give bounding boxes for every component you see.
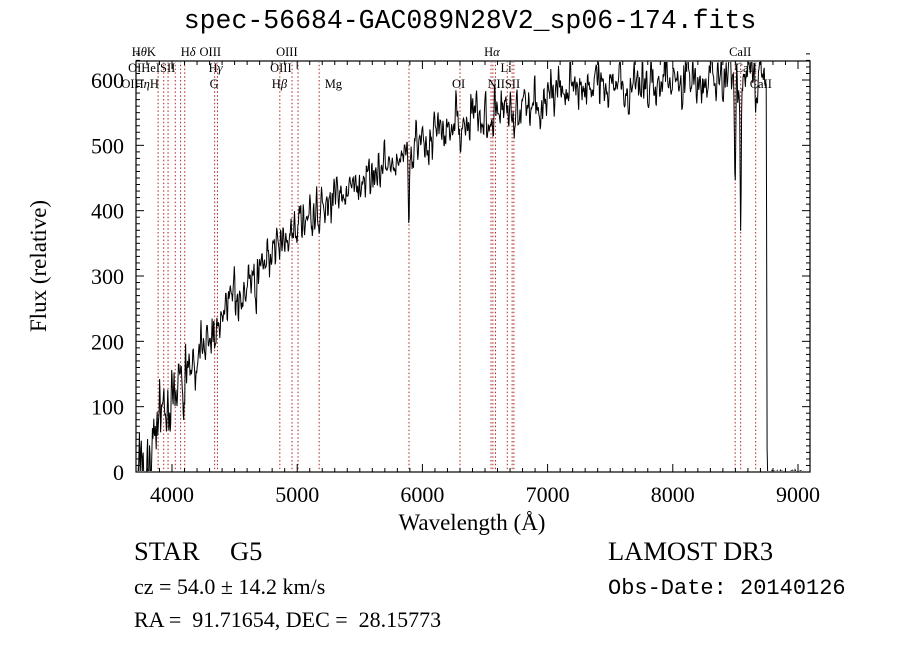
svg-text:Hδ: Hδ — [181, 45, 196, 59]
svg-text:RA = 91.71654, DEC = 28.1577: RA = 91.71654, DEC = 28.15773 — [134, 607, 441, 632]
svg-text:6000: 6000 — [400, 482, 444, 507]
svg-text:OIHeISII: OIHeISII — [128, 61, 175, 75]
svg-text:Wavelength (Å): Wavelength (Å) — [399, 510, 546, 535]
svg-text:8000: 8000 — [651, 482, 695, 507]
svg-text:100: 100 — [91, 395, 124, 420]
svg-text:9000: 9000 — [776, 482, 820, 507]
svg-text:G: G — [210, 77, 219, 91]
svg-text:Flux (relative): Flux (relative) — [26, 200, 51, 332]
svg-text:CaII: CaII — [750, 77, 772, 91]
svg-text:OIII: OIII — [200, 45, 222, 59]
svg-text:500: 500 — [91, 133, 124, 158]
svg-text:Hγ: Hγ — [209, 61, 224, 75]
svg-text:200: 200 — [91, 329, 124, 354]
svg-text:CaII: CaII — [729, 45, 751, 59]
svg-text:spec-56684-GAC089N28V2_sp06-17: spec-56684-GAC089N28V2_sp06-174.fits — [184, 6, 757, 36]
svg-text:Hβ: Hβ — [272, 77, 288, 91]
svg-text:CaII: CaII — [735, 61, 757, 75]
svg-text:Hα: Hα — [484, 45, 500, 59]
svg-text:STAR: STAR — [134, 536, 200, 566]
svg-text:300: 300 — [91, 264, 124, 289]
svg-text:OIII: OIII — [270, 61, 292, 75]
svg-text:Mg: Mg — [325, 77, 343, 91]
svg-text:HθK: HθK — [132, 45, 156, 59]
svg-text:600: 600 — [91, 68, 124, 93]
svg-text:Li: Li — [501, 61, 513, 75]
svg-text:OIII: OIII — [276, 45, 298, 59]
svg-text:G5: G5 — [230, 536, 262, 566]
svg-text:0: 0 — [113, 460, 124, 485]
svg-text:Obs-Date: 20140126: Obs-Date: 20140126 — [608, 576, 846, 601]
svg-text:5000: 5000 — [275, 482, 319, 507]
svg-text:7000: 7000 — [526, 482, 570, 507]
svg-text:OIHηH: OIHηH — [121, 77, 158, 91]
svg-text:OI: OI — [452, 77, 465, 91]
svg-text:LAMOST DR3: LAMOST DR3 — [608, 536, 773, 566]
svg-text:NIISII: NIISII — [488, 77, 521, 91]
svg-text:400: 400 — [91, 199, 124, 224]
svg-text:4000: 4000 — [150, 482, 194, 507]
svg-text:cz = 54.0 ± 14.2 km/s: cz = 54.0 ± 14.2 km/s — [134, 574, 325, 599]
